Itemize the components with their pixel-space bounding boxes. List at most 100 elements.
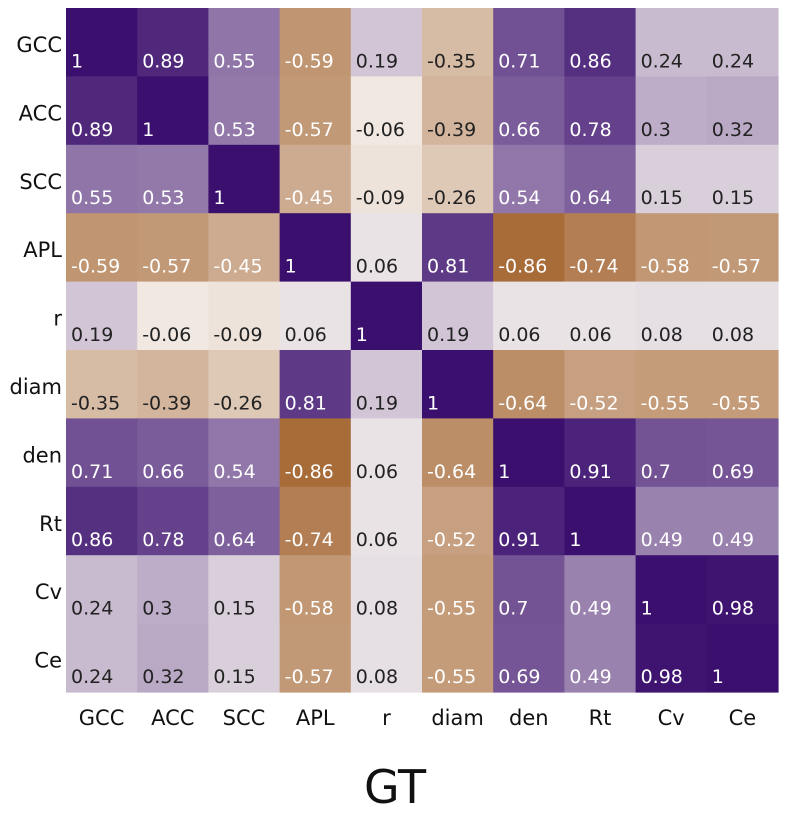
heatmap-cell: [564, 418, 637, 488]
heatmap-cell: [422, 281, 494, 351]
cell-value-label: 0.71: [71, 461, 113, 483]
heatmap-cell: [706, 418, 779, 488]
cell-value-label: -0.55: [427, 666, 476, 688]
heatmap-cell: [137, 76, 209, 146]
heatmap-cells: 1 0.89 0.55 -0.59 0.19 -0.35 0.71 0.86 0.24 0.240…: [66, 8, 779, 693]
heatmap-cell: [635, 213, 708, 283]
heatmap-cell: [564, 350, 637, 419]
cell-value-label: 0.81: [285, 392, 327, 414]
heatmap-cell: [279, 76, 352, 146]
heatmap-cell: [137, 418, 209, 488]
heatmap-cell: [564, 281, 637, 351]
heatmap-cell: [493, 555, 565, 625]
cell-value-label: 1: [285, 256, 297, 278]
column-tick-label: Rt: [589, 706, 612, 730]
heatmap-cell: [137, 486, 209, 556]
heatmap-cell: [66, 144, 138, 214]
column-tick-labels: GCC ACC SCC APL r diam den Rt Cv Ce: [79, 706, 756, 730]
cell-value-label: -0.26: [213, 392, 262, 414]
cell-value-label: 0.24: [712, 50, 754, 72]
cell-value-label: 0.24: [641, 50, 683, 72]
cell-value-label: 0.06: [356, 461, 398, 483]
cell-value-label: -0.57: [712, 256, 761, 278]
heatmap-cell: [422, 8, 494, 77]
heatmap-cell: [706, 213, 779, 283]
cell-value-label: 0.89: [71, 119, 113, 141]
heatmap-cell: [208, 144, 281, 214]
cell-value-label: -0.58: [641, 256, 690, 278]
row-tick-label: SCC: [19, 170, 62, 194]
cell-value-label: 0.7: [498, 598, 528, 620]
heatmap-cell: [279, 486, 352, 556]
cell-value-label: 1: [213, 187, 225, 209]
cell-value-label: -0.52: [427, 529, 476, 551]
heatmap-cell: [350, 8, 423, 77]
cell-value-label: 0.24: [71, 666, 113, 688]
heatmap-cell: [422, 555, 494, 625]
heatmap-cell: [279, 350, 352, 419]
heatmap-cell: [350, 144, 423, 214]
cell-value-label: -0.57: [142, 256, 191, 278]
column-tick-label: den: [509, 706, 549, 730]
heatmap-cell: [279, 555, 352, 625]
heatmap-cell: [279, 8, 352, 77]
cell-value-label: 0.66: [498, 119, 540, 141]
cell-value-label: 1: [641, 598, 653, 620]
heatmap-cell: [706, 555, 779, 625]
heatmap-cell: [635, 281, 708, 351]
cell-value-label: 0.19: [356, 392, 398, 414]
column-tick-label: Cv: [658, 706, 685, 730]
heatmap-cell: [706, 281, 779, 351]
heatmap-cell: [350, 281, 423, 351]
cell-value-label: -0.52: [569, 392, 618, 414]
cell-value-label: 0.19: [427, 324, 469, 346]
row-tick-label: APL: [23, 238, 62, 262]
cell-value-label: -0.45: [285, 187, 334, 209]
heatmap-cell: [706, 486, 779, 556]
heatmap-cell: [635, 144, 708, 214]
heatmap-cell: [66, 281, 138, 351]
row-tick-label: Cv: [35, 580, 62, 604]
heatmap-cell: [137, 281, 209, 351]
heatmap-cell: [493, 418, 565, 488]
cell-value-label: 0.71: [498, 50, 540, 72]
heatmap-cell: [635, 555, 708, 625]
cell-value-label: 0.08: [712, 324, 754, 346]
cell-value-label: 0.64: [213, 529, 255, 551]
cell-value-label: 1: [569, 529, 581, 551]
heatmap-cell: [422, 623, 494, 693]
cell-value-label: -0.64: [498, 392, 547, 414]
heatmap-cell: [350, 486, 423, 556]
cell-value-label: 0.19: [71, 324, 113, 346]
heatmap-cell: [422, 486, 494, 556]
cell-value-label: 0.15: [641, 187, 683, 209]
heatmap-cell: [706, 623, 779, 693]
heatmap-cell: [208, 76, 281, 146]
heatmap-cell: [350, 418, 423, 488]
cell-value-label: 0.64: [569, 187, 611, 209]
heatmap-cell: [564, 8, 637, 77]
cell-value-label: -0.35: [427, 50, 476, 72]
cell-value-label: -0.55: [641, 392, 690, 414]
cell-value-label: -0.86: [285, 461, 334, 483]
cell-value-label: 1: [427, 392, 439, 414]
column-tick-label: SCC: [223, 706, 266, 730]
heatmap-cell: [208, 418, 281, 488]
heatmap-cell: [493, 281, 565, 351]
heatmap-cell: [493, 8, 565, 77]
cell-value-label: 0.55: [213, 50, 255, 72]
heatmap-cell: [422, 418, 494, 488]
cell-value-label: -0.06: [142, 324, 191, 346]
heatmap-cell: [66, 623, 138, 693]
row-tick-label: den: [22, 443, 62, 467]
heatmap-cell: [493, 486, 565, 556]
heatmap-cell: [564, 623, 637, 693]
heatmap-cell: [493, 623, 565, 693]
heatmap-cell: [137, 144, 209, 214]
heatmap-cell: [350, 350, 423, 419]
cell-value-label: 0.24: [71, 598, 113, 620]
heatmap-cell: [493, 213, 565, 283]
cell-value-label: -0.09: [213, 324, 262, 346]
row-tick-label: Rt: [39, 512, 62, 536]
cell-value-label: 0.98: [712, 598, 754, 620]
